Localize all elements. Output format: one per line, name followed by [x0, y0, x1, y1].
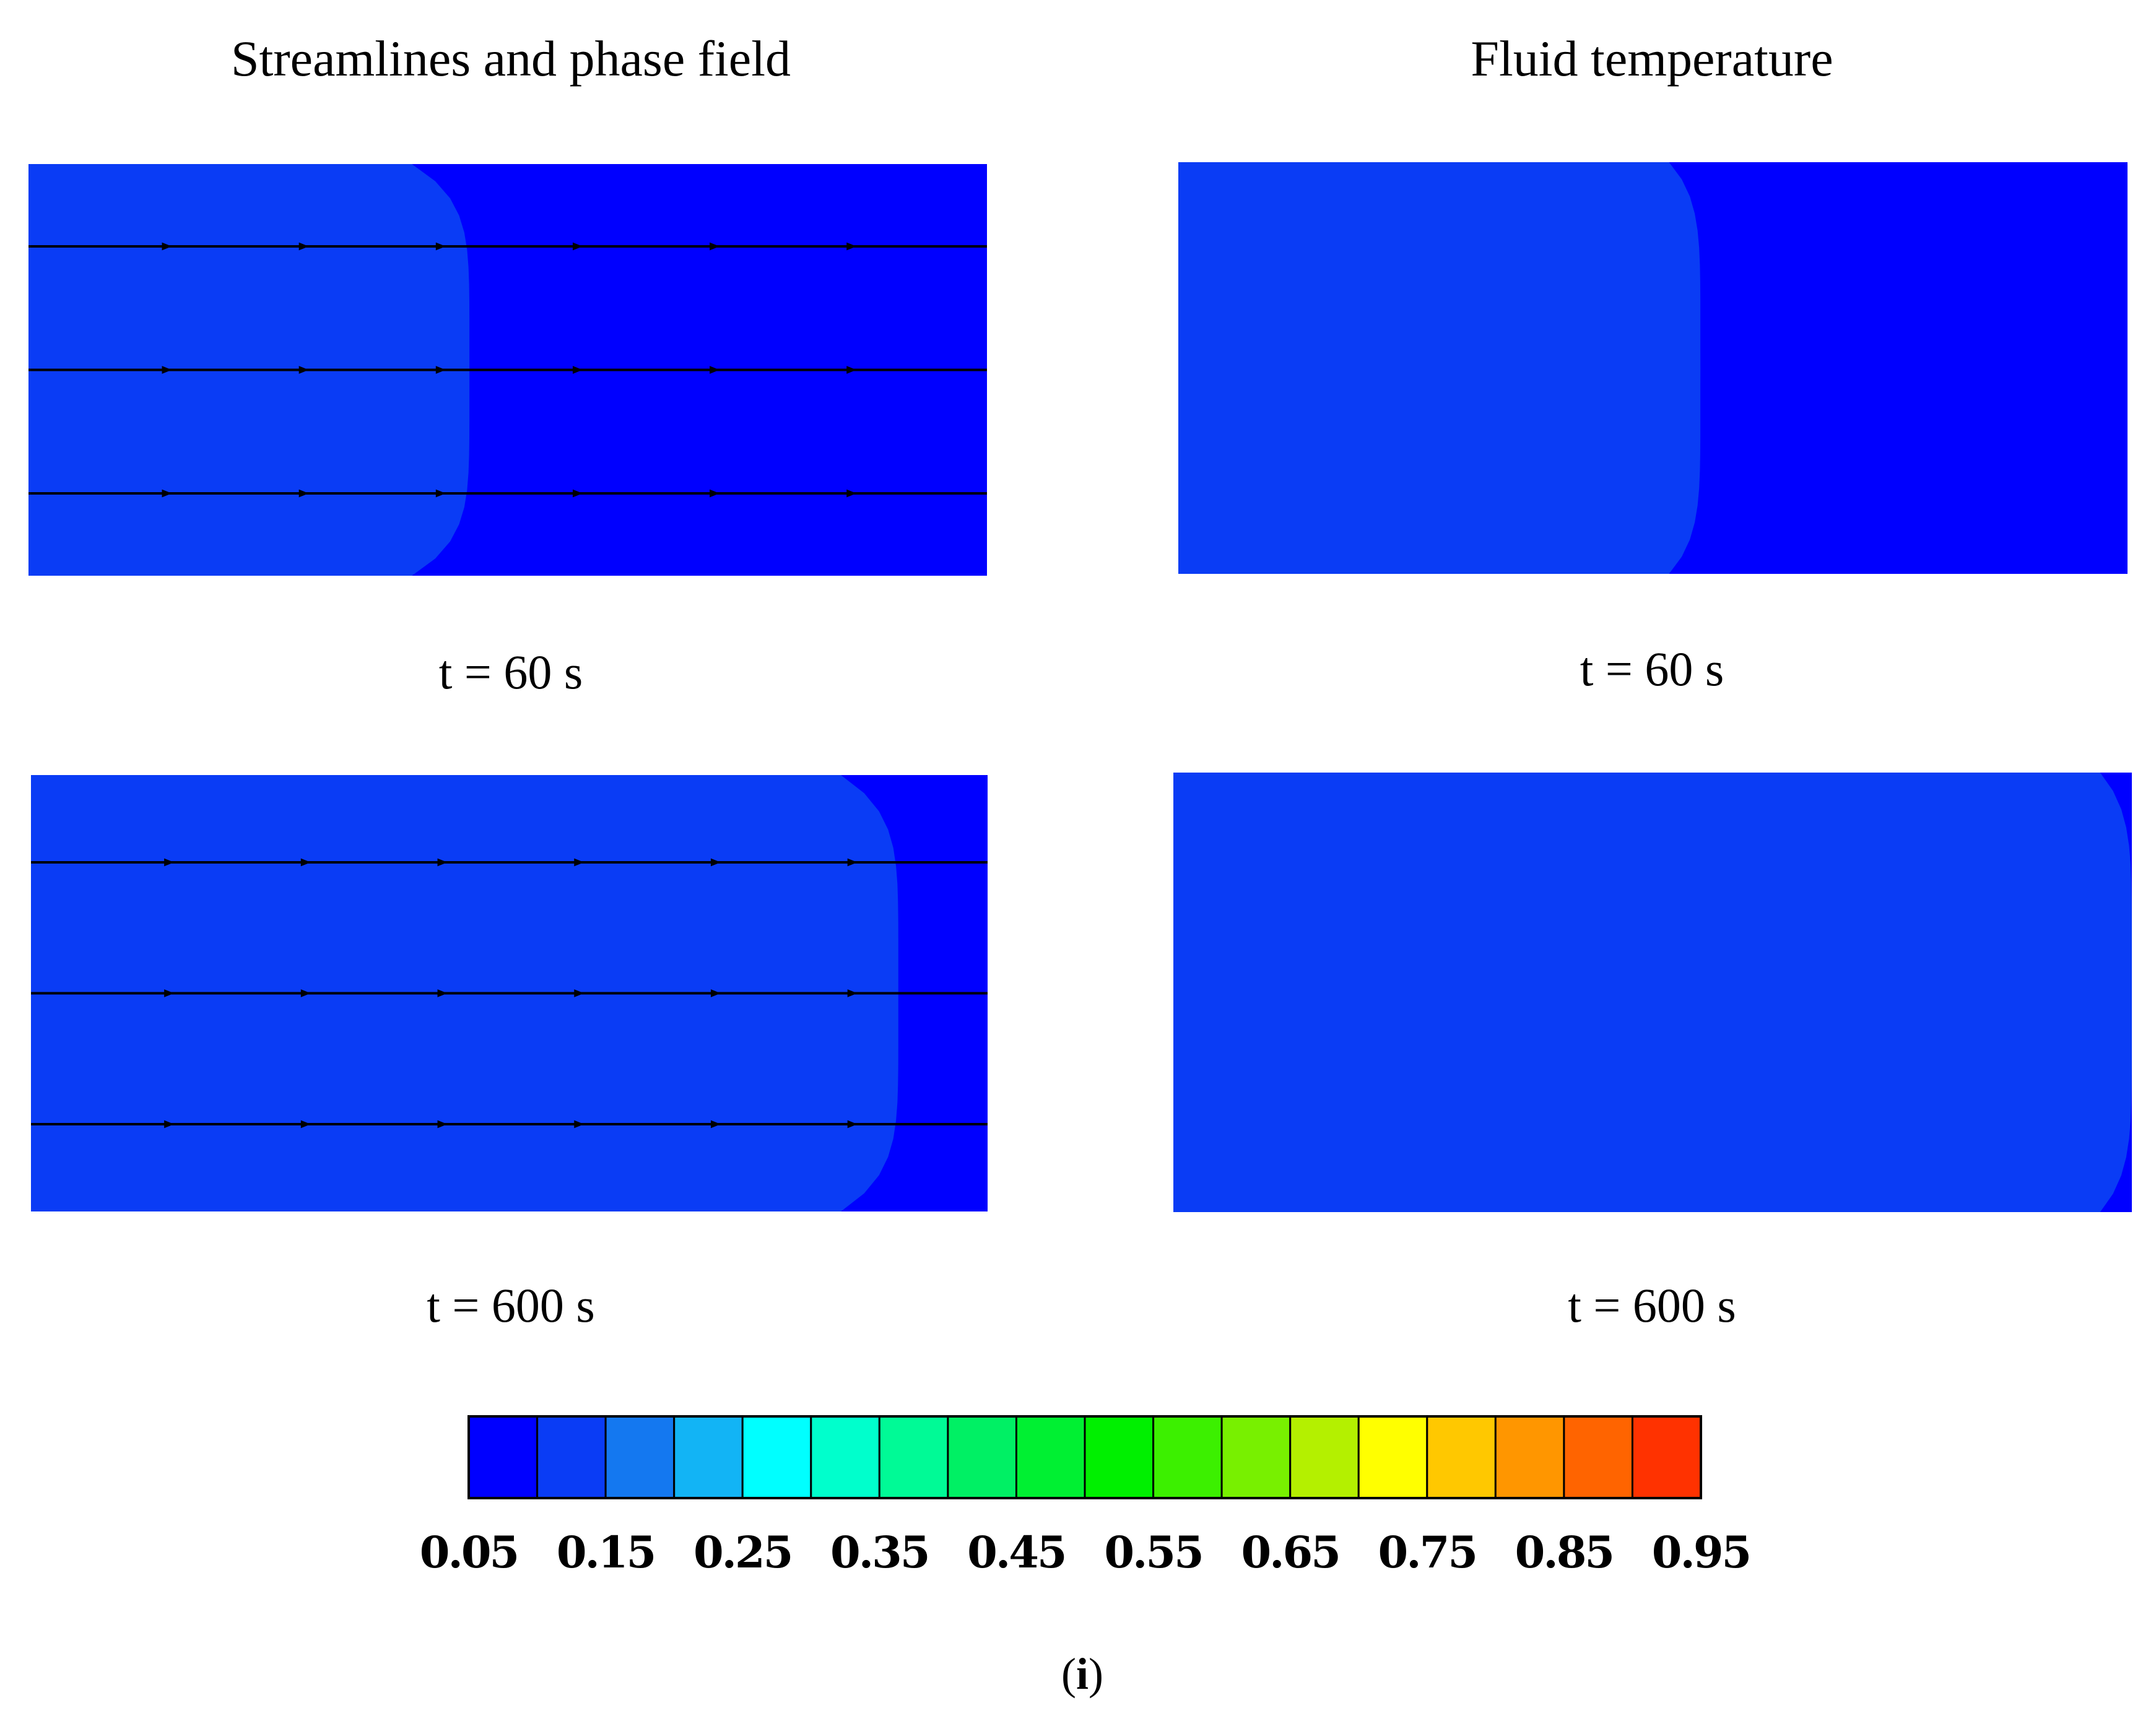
colorbar-tick-labels: 0.05 0.15 0.25 0.35 0.45 0.55 0.65 0.75 0.85 0.95	[420, 1527, 1752, 1578]
colorbar-tick-2: 0.25	[693, 1527, 792, 1578]
colorbar-tick-7: 0.75	[1378, 1527, 1477, 1578]
colorbar-tick-6: 0.65	[1241, 1527, 1339, 1578]
colorbar-tick-5: 0.55	[1104, 1527, 1202, 1578]
contour-band-1	[1178, 162, 1701, 574]
colorbar-cell-0	[467, 1415, 539, 1499]
colorbar-cell-10	[1152, 1415, 1223, 1499]
colorbar-cell-6	[878, 1415, 949, 1499]
panel-title-phase: Streamlines and phase field	[231, 30, 791, 87]
contour-band-1	[1173, 773, 2132, 1212]
colorbar-frame	[467, 1415, 1702, 1499]
colorbar-cell-13	[1357, 1415, 1428, 1499]
colorbar-cell-4	[741, 1415, 812, 1499]
colorbar-cell-14	[1426, 1415, 1497, 1499]
colorbar-cell-7	[947, 1415, 1018, 1499]
colorbar-tick-4: 0.45	[967, 1527, 1066, 1578]
panel-title-temperature: Fluid temperature	[1471, 30, 1833, 87]
phase-field-panel-t600	[31, 775, 988, 1211]
colorbar	[467, 1415, 1702, 1499]
colorbar-cell-15	[1494, 1415, 1565, 1499]
colorbar-cell-8	[1015, 1415, 1086, 1499]
colorbar-cell-3	[673, 1415, 744, 1499]
colorbar-tick-0: 0.05	[420, 1527, 518, 1578]
figure-caption: (i)	[1061, 1649, 1103, 1699]
colorbar-tick-3: 0.35	[830, 1527, 929, 1578]
colorbar-cell-5	[810, 1415, 880, 1499]
temperature-panel-t600	[1173, 773, 2132, 1212]
time-label-temperature-t60: t = 60 s	[1580, 642, 1724, 696]
colorbar-cell-16	[1563, 1415, 1633, 1499]
colorbar-cell-2	[604, 1415, 676, 1499]
time-label-phase-t600: t = 600 s	[427, 1278, 595, 1332]
time-label-phase-t60: t = 60 s	[439, 645, 583, 699]
colorbar-tick-1: 0.15	[557, 1527, 655, 1578]
colorbar-cell-17	[1631, 1415, 1702, 1499]
colorbar-cell-9	[1084, 1415, 1155, 1499]
time-label-temperature-t600: t = 600 s	[1568, 1278, 1736, 1332]
colorbar-cell-1	[536, 1415, 607, 1499]
colorbar-tick-9: 0.95	[1652, 1527, 1750, 1578]
colorbar-tick-8: 0.85	[1515, 1527, 1614, 1578]
colorbar-cell-12	[1289, 1415, 1360, 1499]
caption-label: i	[1076, 1649, 1089, 1699]
phase-field-panel-t60	[28, 164, 987, 576]
colorbar-cell-11	[1220, 1415, 1292, 1499]
temperature-panel-t60	[1178, 162, 2128, 574]
